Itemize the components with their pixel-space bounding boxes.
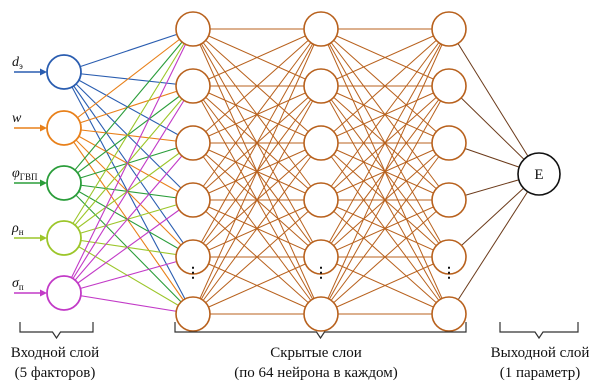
input-edge	[63, 182, 194, 201]
hidden-edge	[192, 199, 322, 315]
input-edge	[63, 292, 194, 315]
input-neuron	[46, 54, 82, 90]
neurons: ⋮ ⋮ ⋮ E	[46, 11, 561, 332]
input-label: σп	[12, 276, 24, 292]
hidden-edge	[192, 28, 322, 87]
output-caption-line1: Выходной слой	[491, 345, 590, 361]
hidden-edge	[320, 142, 450, 315]
input-neuron	[46, 110, 82, 146]
hidden-neuron	[431, 125, 467, 161]
input-edge	[63, 142, 194, 294]
hidden-neuron	[175, 68, 211, 104]
hidden-edge	[320, 85, 450, 315]
hidden-neuron	[431, 11, 467, 47]
input-neuron	[46, 275, 82, 311]
hidden-edge	[192, 28, 322, 201]
input-edge	[63, 127, 194, 144]
input-neuron	[46, 220, 82, 256]
input-edge	[63, 237, 194, 315]
arrow-head-icon	[40, 68, 47, 76]
input-edge	[63, 237, 194, 258]
hidden-edge	[192, 28, 322, 315]
layer-brace	[499, 322, 579, 340]
hidden-edge	[320, 28, 450, 87]
input-edge	[63, 28, 194, 294]
input-label: dэ	[12, 55, 23, 71]
layer-braces	[19, 322, 579, 340]
hidden-caption-line1: Скрытые слои	[270, 345, 362, 361]
output-caption-line2: (1 параметр)	[500, 365, 580, 381]
hidden-neuron	[431, 296, 467, 332]
output-edge	[448, 173, 540, 315]
input-label: φГВП	[12, 166, 38, 182]
input-edge	[63, 85, 194, 294]
input-labels: dэ w φГВП ρн σп	[11, 55, 38, 292]
ellipsis-icon: ⋮	[442, 266, 456, 281]
output-edge	[448, 28, 540, 175]
input-edge	[63, 28, 194, 129]
hidden-neuron	[175, 239, 211, 275]
hidden-edge	[192, 28, 322, 144]
input-label: ρн	[11, 221, 24, 237]
input-edge	[63, 199, 194, 239]
arrow-head-icon	[40, 124, 47, 132]
ellipsis-icon: ⋮	[314, 266, 328, 281]
arrow-head-icon	[40, 289, 47, 297]
hidden-edge	[320, 28, 450, 201]
input-arrows	[14, 68, 47, 297]
hidden-neuron	[175, 296, 211, 332]
hidden-edge	[320, 199, 450, 315]
hidden-edge	[320, 28, 450, 258]
connections	[63, 28, 540, 315]
hidden-neuron	[431, 182, 467, 218]
input-neuron	[46, 165, 82, 201]
input-edge	[63, 182, 194, 258]
output-neuron	[517, 152, 561, 196]
input-caption-line1: Входной слой	[11, 345, 99, 361]
hidden-edge	[320, 28, 450, 144]
hidden-neuron	[175, 182, 211, 218]
input-edge	[63, 127, 194, 258]
layer-brace	[174, 322, 467, 340]
input-edge	[63, 199, 194, 294]
hidden-neuron	[431, 239, 467, 275]
input-edge	[63, 28, 194, 73]
input-edge	[63, 28, 194, 184]
input-edge	[63, 28, 194, 239]
hidden-neuron	[303, 68, 339, 104]
input-edge	[63, 142, 194, 184]
input-edge	[63, 85, 194, 129]
input-edge	[63, 182, 194, 315]
input-edge	[63, 256, 194, 294]
ellipsis-icon: ⋮	[186, 266, 200, 281]
hidden-edge	[192, 142, 322, 315]
layer-brace	[19, 322, 94, 340]
hidden-edge	[192, 85, 322, 315]
input-caption-line2: (5 факторов)	[15, 365, 96, 381]
arrow-head-icon	[40, 234, 47, 242]
hidden-neuron	[303, 239, 339, 275]
output-label: E	[534, 167, 543, 183]
hidden-caption-line2: (по 64 нейрона в каждом)	[234, 365, 397, 381]
hidden-edge	[320, 28, 450, 315]
hidden-neuron	[175, 125, 211, 161]
hidden-neuron	[303, 125, 339, 161]
hidden-neuron	[303, 11, 339, 47]
hidden-edge	[192, 256, 322, 315]
input-edge	[63, 127, 194, 201]
hidden-neuron	[431, 68, 467, 104]
hidden-edge	[320, 256, 450, 315]
hidden-neuron	[303, 296, 339, 332]
input-edge	[63, 127, 194, 315]
hidden-neuron	[175, 11, 211, 47]
input-label: w	[12, 111, 22, 126]
hidden-edge	[192, 28, 322, 258]
arrow-head-icon	[40, 179, 47, 187]
hidden-neuron	[303, 182, 339, 218]
